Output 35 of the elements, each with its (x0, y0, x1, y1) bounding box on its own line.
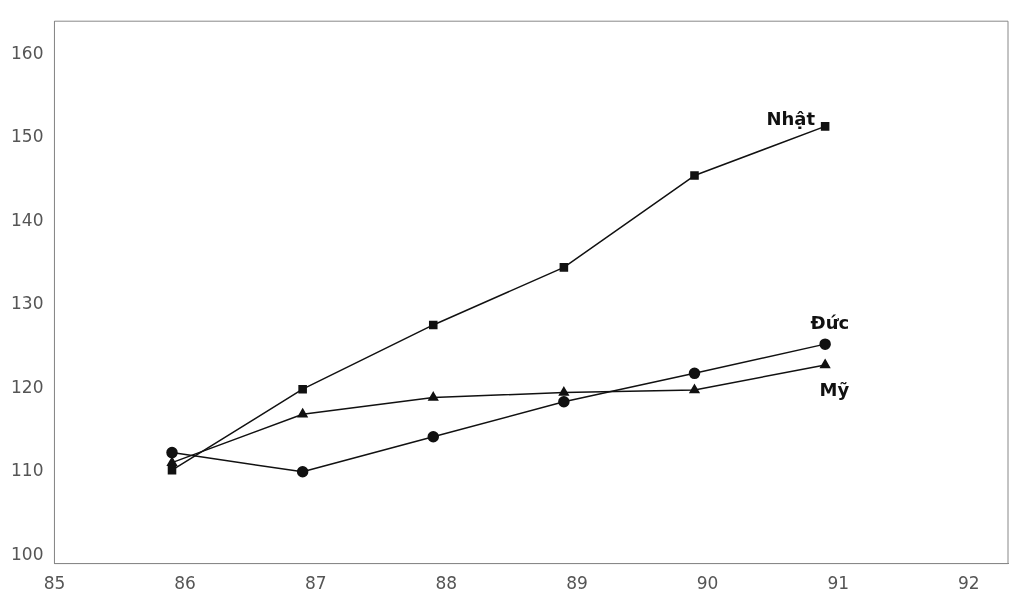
point (296, 466, 309, 478)
y-tick-label: 120 (10, 376, 44, 397)
x-tick-label: 86 (174, 573, 196, 594)
point (558, 395, 570, 408)
series-label: Mỹ (819, 378, 850, 400)
point (298, 384, 307, 394)
x-tick-label: 85 (43, 573, 66, 594)
point (558, 386, 569, 396)
y-tick-label: 100 (10, 543, 44, 564)
point (690, 171, 699, 180)
y-tick-label: 160 (10, 43, 44, 63)
y-tick-label: 110 (10, 460, 44, 481)
x-tick-label: 91 (827, 573, 850, 594)
y-tick-label: 140 (10, 209, 44, 230)
point (819, 338, 831, 350)
y-tick-label: 130 (10, 293, 44, 314)
point (297, 408, 308, 418)
y-tick-label: 150 (10, 126, 44, 147)
x-tick-label: 88 (435, 573, 458, 594)
x-tick-label: 87 (304, 573, 327, 594)
point (428, 320, 438, 330)
series-label: Nhật (766, 108, 816, 130)
point (820, 122, 830, 131)
series-label: Đức (810, 311, 850, 333)
x-tick-label: 90 (696, 573, 719, 594)
point (428, 391, 439, 401)
point (427, 431, 440, 443)
x-tick-label: 92 (957, 573, 980, 594)
point (689, 384, 700, 394)
point (166, 446, 178, 459)
point (688, 367, 701, 380)
point (820, 359, 831, 369)
point (167, 465, 177, 475)
x-tick-label: 89 (566, 573, 588, 594)
point (559, 263, 569, 272)
